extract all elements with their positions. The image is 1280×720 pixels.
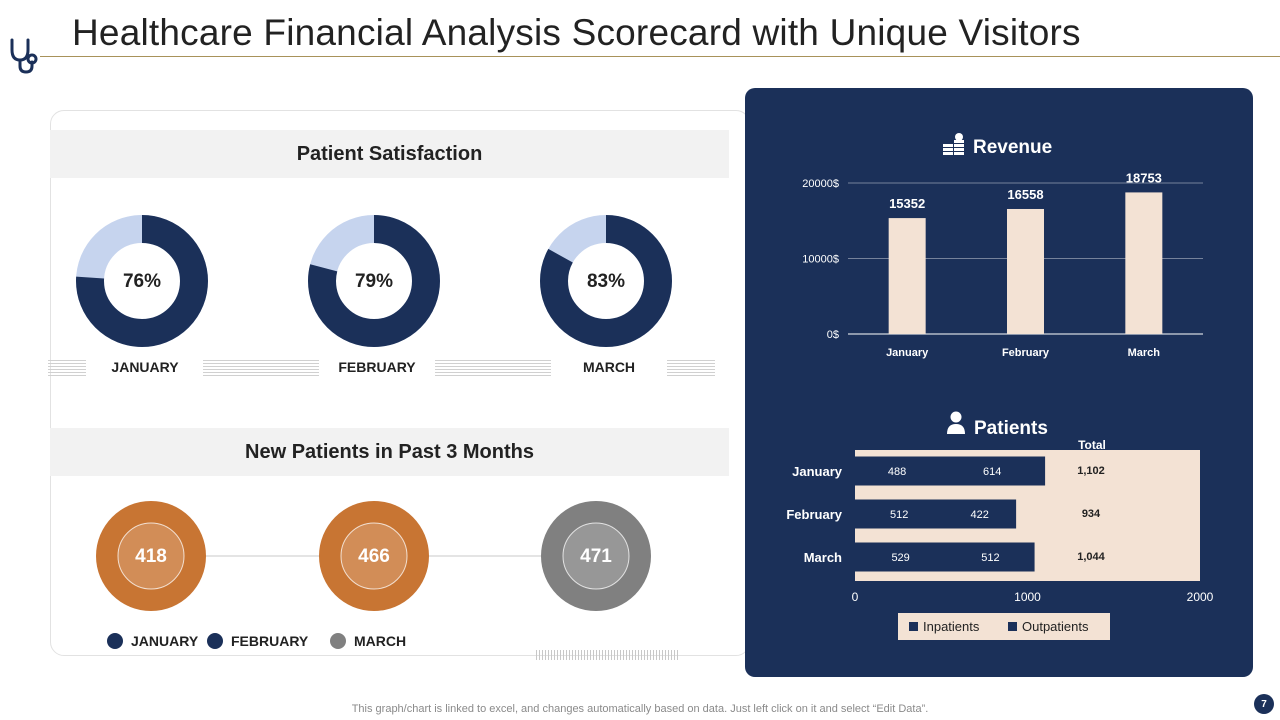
legend-label: JANUARY xyxy=(131,633,199,649)
legend-item-january: JANUARY xyxy=(107,633,198,649)
donut-arc-february xyxy=(308,215,440,347)
hatch-decoration xyxy=(203,360,319,376)
charts-panel: Revenue 0$ 10000$ 20000$ 15352 January 16558 F… xyxy=(745,88,1253,677)
revenue-value-label: 15352 xyxy=(889,196,925,211)
charts-canvas: Revenue 0$ 10000$ 20000$ 15352 January 16558 F… xyxy=(786,133,1214,640)
donut-value-march: 83% xyxy=(586,271,626,292)
satisfaction-donuts xyxy=(76,215,672,347)
revenue-title: Revenue xyxy=(973,137,1052,158)
title-divider xyxy=(40,56,1280,57)
donut-label-march: MARCH xyxy=(582,359,636,375)
patients-x-tick: 2000 xyxy=(1187,590,1214,604)
hatch-decoration xyxy=(435,360,551,376)
patients-y-tick: January xyxy=(792,464,843,479)
donut-label-january: JANUARY xyxy=(111,359,179,375)
legend-label: MARCH xyxy=(354,633,407,649)
outpatients-value: 614 xyxy=(983,466,1001,478)
patient-icon xyxy=(947,411,965,434)
circle-february xyxy=(319,501,429,611)
revenue-x-tick: March xyxy=(1128,347,1161,359)
patients-legend xyxy=(898,613,1110,640)
page-title: Healthcare Financial Analysis Scorecard … xyxy=(72,12,1081,53)
new-patient-circles xyxy=(96,501,651,611)
patients-x-tick: 1000 xyxy=(1014,590,1041,604)
coin-stack-icon xyxy=(943,133,964,155)
revenue-bar-january xyxy=(888,218,926,334)
revenue-x-tick: January xyxy=(886,347,929,359)
inpatients-value: 488 xyxy=(888,466,906,478)
legend-dot xyxy=(207,633,223,649)
circle-value-january: 418 xyxy=(135,546,167,567)
donut-value-january: 76% xyxy=(122,271,162,292)
circle-january xyxy=(96,501,206,611)
patients-total-value: 1,044 xyxy=(1077,551,1105,563)
revenue-value-label: 16558 xyxy=(1007,187,1043,202)
circle-inner xyxy=(340,522,408,590)
revenue-y-tick: 0$ xyxy=(827,329,839,341)
patients-total-header: Total xyxy=(1078,438,1106,452)
legend-swatch-outpatients xyxy=(1008,622,1017,631)
revenue-bar-march xyxy=(1125,192,1163,334)
donut-value-february: 79% xyxy=(354,271,394,292)
patients-bar-march xyxy=(855,542,1035,572)
stethoscope-icon xyxy=(10,38,38,74)
circle-value-march: 471 xyxy=(580,546,612,567)
legend-label: FEBRUARY xyxy=(231,633,309,649)
revenue-y-tick: 20000$ xyxy=(802,178,839,190)
revenue-x-tick: February xyxy=(1002,347,1050,359)
donut-label-february: FEBRUARY xyxy=(338,359,416,375)
tick-decoration xyxy=(536,650,678,660)
patients-x-tick: 0 xyxy=(852,590,859,604)
circle-inner xyxy=(562,522,630,590)
revenue-bar-february xyxy=(1007,208,1044,334)
donut-arc-march xyxy=(540,215,672,347)
patients-total-value: 1,102 xyxy=(1077,465,1105,477)
new-patients-heading: New Patients in Past 3 Months xyxy=(50,428,729,476)
patients-title: Patients xyxy=(974,418,1048,439)
legend-dot xyxy=(107,633,123,649)
outpatients-value: 512 xyxy=(981,552,999,564)
legend-item-march: MARCH xyxy=(330,633,406,649)
circle-march xyxy=(541,501,651,611)
circle-value-february: 466 xyxy=(358,546,390,567)
hatch-decoration xyxy=(667,360,715,376)
revenue-y-tick: 10000$ xyxy=(802,254,839,266)
satisfaction-heading: Patient Satisfaction xyxy=(50,130,729,178)
circle-inner xyxy=(117,522,185,590)
patients-total-value: 934 xyxy=(1082,508,1101,520)
inpatients-value: 529 xyxy=(891,552,909,564)
inpatients-value: 512 xyxy=(890,509,908,521)
revenue-value-label: 18753 xyxy=(1126,170,1162,185)
patients-bar-february xyxy=(855,499,1017,529)
legend-label-inpatients: Inpatients xyxy=(923,619,980,634)
donut-arc-january xyxy=(76,215,208,347)
patients-y-tick: March xyxy=(804,550,842,565)
patients-y-tick: February xyxy=(786,507,842,522)
legend-label-outpatients: Outpatients xyxy=(1022,619,1089,634)
legend-swatch-inpatients xyxy=(909,622,918,631)
footnote: This graph/chart is linked to excel, and… xyxy=(351,703,929,715)
legend-item-february: FEBRUARY xyxy=(207,633,308,649)
outpatients-value: 422 xyxy=(971,509,989,521)
page-number: 7 xyxy=(1254,694,1274,714)
hatch-decoration xyxy=(48,360,86,376)
legend-dot xyxy=(330,633,346,649)
patients-bar-january xyxy=(855,456,1046,486)
